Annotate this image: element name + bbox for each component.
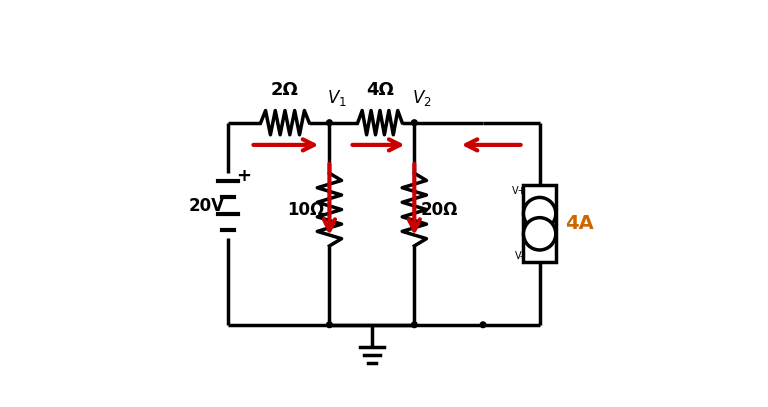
Circle shape: [412, 120, 417, 125]
Text: 20V: 20V: [188, 197, 224, 214]
Text: V-: V-: [515, 251, 525, 261]
Text: $V_2$: $V_2$: [412, 88, 432, 108]
Text: 4A: 4A: [564, 214, 594, 233]
Circle shape: [524, 197, 556, 230]
Text: +: +: [237, 167, 251, 186]
Text: 10Ω: 10Ω: [287, 201, 325, 219]
Text: V+: V+: [512, 186, 527, 196]
Text: $V_1$: $V_1$: [327, 88, 346, 108]
Text: 4Ω: 4Ω: [366, 81, 394, 98]
Text: 2Ω: 2Ω: [271, 81, 299, 98]
Circle shape: [326, 120, 333, 125]
Bar: [524, 185, 556, 262]
Circle shape: [480, 322, 486, 328]
Circle shape: [326, 322, 333, 328]
Circle shape: [412, 322, 417, 328]
Circle shape: [524, 218, 556, 250]
Text: 20Ω: 20Ω: [421, 201, 458, 219]
